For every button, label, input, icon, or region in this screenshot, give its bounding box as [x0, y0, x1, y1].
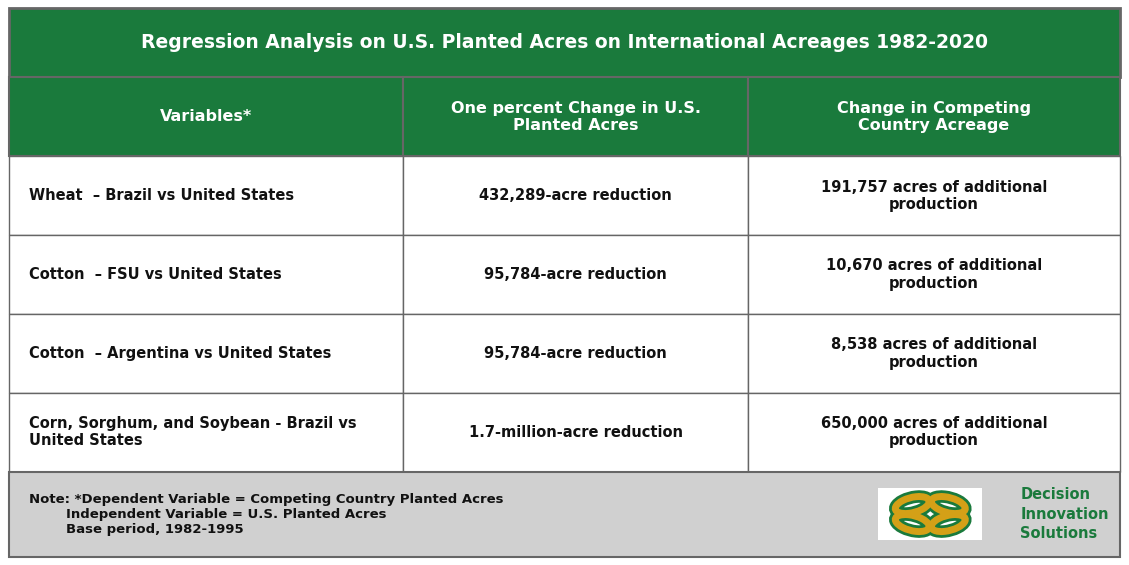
Bar [9, 157, 403, 235]
Bar [747, 393, 1120, 472]
Bar [9, 472, 1120, 557]
Bar [403, 235, 747, 314]
Bar [9, 314, 403, 393]
Bar [747, 157, 1120, 235]
Bar [747, 235, 1120, 314]
Bar [9, 393, 403, 472]
Text: Wheat  – Brazil vs United States: Wheat – Brazil vs United States [29, 188, 295, 203]
Text: Note: *Dependent Variable = Competing Country Planted Acres
        Independent : Note: *Dependent Variable = Competing Co… [29, 493, 504, 536]
Text: Decision
Innovation
Solutions: Decision Innovation Solutions [1021, 487, 1109, 541]
Text: Cotton  – Argentina vs United States: Cotton – Argentina vs United States [29, 346, 332, 361]
Text: 1.7-million-acre reduction: 1.7-million-acre reduction [469, 425, 683, 440]
Text: Change in Competing
Country Acreage: Change in Competing Country Acreage [837, 101, 1031, 133]
Text: 650,000 acres of additional
production: 650,000 acres of additional production [821, 416, 1048, 449]
Text: Regression Analysis on U.S. Planted Acres on International Acreages 1982-2020: Regression Analysis on U.S. Planted Acre… [141, 33, 988, 52]
Bar [747, 77, 1120, 157]
Text: Cotton  – FSU vs United States: Cotton – FSU vs United States [29, 267, 282, 282]
Text: 95,784-acre reduction: 95,784-acre reduction [484, 267, 667, 282]
Text: 191,757 acres of additional
production: 191,757 acres of additional production [821, 180, 1047, 212]
Bar [878, 488, 982, 540]
Text: Corn, Sorghum, and Soybean - Brazil vs
United States: Corn, Sorghum, and Soybean - Brazil vs U… [29, 416, 357, 449]
Text: 432,289-acre reduction: 432,289-acre reduction [479, 188, 672, 203]
Bar [747, 314, 1120, 393]
Bar [9, 77, 403, 157]
Bar [403, 77, 747, 157]
Bar [403, 157, 747, 235]
Text: 8,538 acres of additional
production: 8,538 acres of additional production [831, 337, 1036, 370]
Text: Variables*: Variables* [160, 109, 253, 124]
Bar [403, 393, 747, 472]
Bar [9, 8, 1120, 77]
Bar [403, 314, 747, 393]
Text: One percent Change in U.S.
Planted Acres: One percent Change in U.S. Planted Acres [450, 101, 701, 133]
Text: 10,670 acres of additional
production: 10,670 acres of additional production [825, 258, 1042, 291]
Text: 95,784-acre reduction: 95,784-acre reduction [484, 346, 667, 361]
Bar [9, 235, 403, 314]
